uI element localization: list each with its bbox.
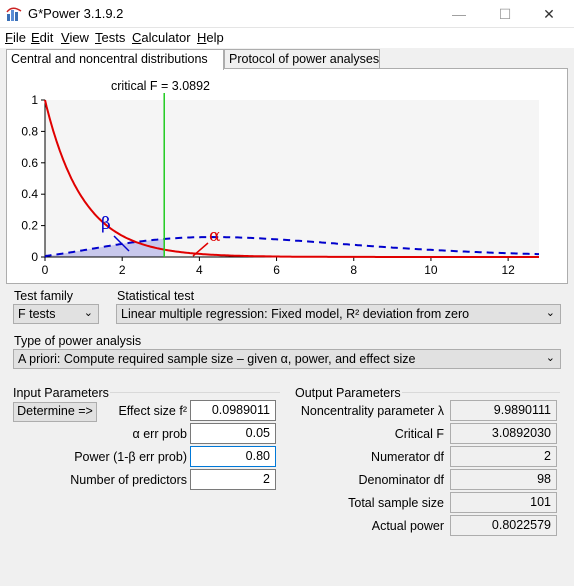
critical-f-value: 3.0892030 [450, 423, 557, 444]
menu-calculator[interactable]: Calculator [132, 30, 191, 45]
plot-area [45, 100, 539, 257]
y-tick-label: 0.8 [21, 124, 38, 138]
beta-pointer [113, 235, 130, 252]
x-tick-label: 10 [424, 263, 438, 277]
alpha-err-input[interactable]: 0.05 [190, 423, 276, 444]
critical-f-output-label: Critical F [394, 427, 444, 441]
statistical-test-value: Linear multiple regression: Fixed model,… [121, 307, 470, 321]
gpower-app-icon [6, 7, 22, 21]
y-tick-label: 0.6 [21, 156, 38, 170]
x-tick-label: 8 [350, 263, 357, 277]
menu-bar: File Edit View Tests Calculator Help [0, 28, 574, 48]
actual-power-label: Actual power [371, 519, 444, 533]
numerator-df-value: 2 [450, 446, 557, 467]
test-family-value: F tests [18, 307, 56, 321]
menu-tests[interactable]: Tests [95, 30, 126, 45]
noncentral-distribution-curve [44, 235, 539, 258]
x-tick-label: 2 [119, 263, 126, 277]
y-tick-group: 0 0.2 0.4 0.6 0.8 1 [21, 93, 45, 264]
y-tick-label: 0.4 [21, 187, 38, 201]
predictors-input[interactable]: 2 [190, 469, 276, 490]
chevron-down-icon: ⌄ [83, 307, 93, 319]
menu-edit[interactable]: Edit [31, 30, 54, 45]
close-button[interactable]: ✕ [543, 6, 555, 22]
x-tick-label: 4 [196, 263, 203, 277]
power-analysis-label: Type of power analysis [13, 334, 143, 348]
alpha-symbol: α [209, 226, 221, 246]
alpha-pointer [192, 242, 209, 257]
noncentrality-value: 9.9890111 [450, 400, 557, 421]
x-tick-label: 12 [501, 263, 515, 277]
test-family-select[interactable]: F tests ⌄ [13, 304, 99, 324]
x-tick-label: 0 [42, 263, 49, 277]
sample-size-value: 101 [450, 492, 557, 513]
actual-power-value: 0.8022579 [450, 515, 557, 536]
menu-help[interactable]: Help [197, 30, 224, 45]
determine-button[interactable]: Determine => [13, 402, 97, 422]
power-label: Power (1-β err prob) [74, 450, 187, 464]
input-parameters-label: Input Parameters [12, 386, 110, 400]
noncentrality-label: Noncentrality parameter λ [300, 404, 444, 418]
maximize-button[interactable]: ☐ [498, 6, 512, 22]
statistical-test-select[interactable]: Linear multiple regression: Fixed model,… [116, 304, 561, 324]
chevron-down-icon: ⌄ [545, 352, 555, 364]
central-distribution-curve [44, 99, 539, 258]
tab-protocol[interactable]: Protocol of power analyses [224, 49, 380, 69]
power-input[interactable]: 0.80 [190, 446, 276, 467]
output-parameters-label: Output Parameters [294, 386, 402, 400]
test-family-label: Test family [13, 289, 75, 303]
title-bar: G*Power 3.1.9.2 — ☐ ✕ [0, 0, 574, 28]
tab-distributions[interactable]: Central and noncentral distributions [6, 49, 224, 70]
denominator-df-label: Denominator df [358, 473, 444, 487]
statistical-test-label: Statistical test [116, 289, 196, 303]
power-analysis-value: A priori: Compute required sample size –… [18, 352, 416, 366]
x-tick-group: 0 2 4 6 8 10 12 [42, 257, 515, 277]
y-tick-label: 0 [31, 250, 38, 264]
minimize-button[interactable]: — [452, 6, 466, 22]
predictors-label: Number of predictors [70, 473, 187, 487]
beta-symbol: β [101, 214, 111, 234]
output-group-divider [400, 392, 560, 393]
critical-f-label: critical F = 3.0892 [111, 79, 210, 93]
x-tick-label: 6 [273, 263, 280, 277]
chevron-down-icon: ⌄ [545, 307, 555, 319]
effect-size-label: Effect size f² [118, 404, 187, 418]
power-analysis-select[interactable]: A priori: Compute required sample size –… [13, 349, 561, 369]
distribution-graph: 0 0.2 0.4 0.6 0.8 1 0 2 4 6 8 10 12 critical F = 3.… [21, 79, 539, 277]
effect-size-input[interactable]: 0.0989011 [190, 400, 276, 421]
numerator-df-label: Numerator df [371, 450, 444, 464]
menu-view[interactable]: View [61, 30, 89, 45]
menu-file[interactable]: File [5, 30, 26, 45]
y-tick-label: 0.2 [21, 219, 38, 233]
alpha-err-label: α err prob [132, 427, 187, 441]
denominator-df-value: 98 [450, 469, 557, 490]
window-title: G*Power 3.1.9.2 [28, 6, 124, 21]
input-group-divider [80, 392, 280, 393]
sample-size-label: Total sample size [348, 496, 444, 510]
y-tick-label: 1 [31, 93, 38, 107]
